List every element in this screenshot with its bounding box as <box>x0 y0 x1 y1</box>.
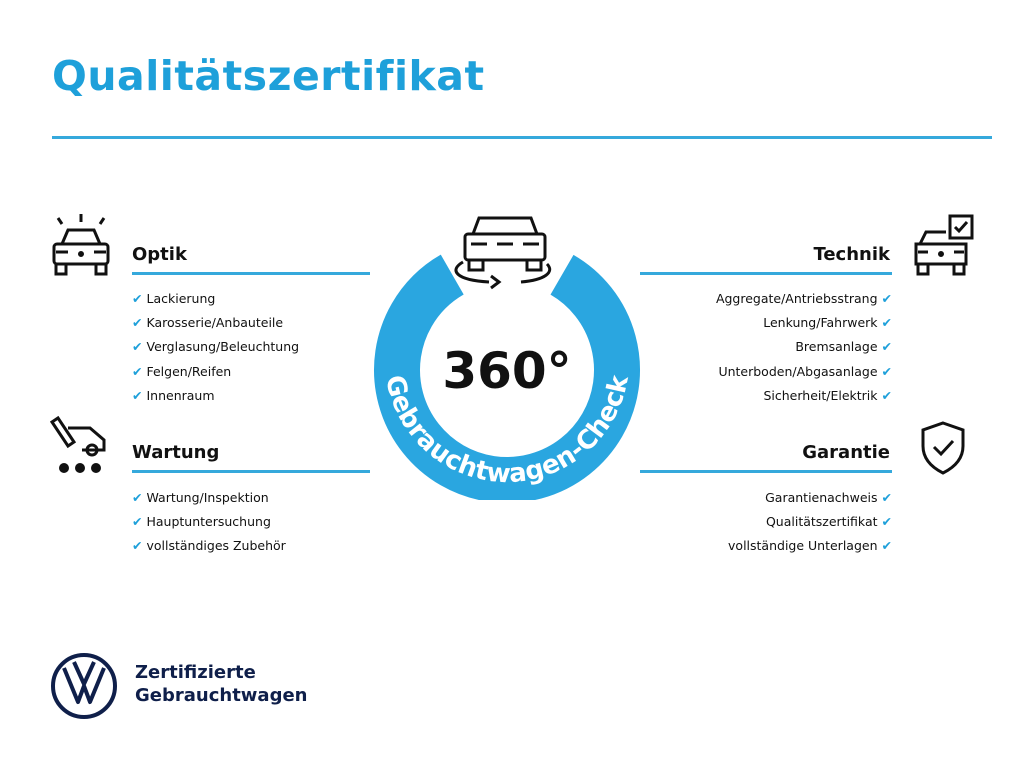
check-icon: ✔ <box>881 363 892 379</box>
section-title-technik: Technik <box>813 244 890 265</box>
check-icon: ✔ <box>132 538 143 554</box>
check-icon: ✔ <box>132 363 143 379</box>
check-icon: ✔ <box>881 291 892 306</box>
list-item: ✔ Felgen/Reifen <box>132 363 232 379</box>
list-item: Qualitätszertifikat ✔ <box>765 514 892 530</box>
list-item: Unterboden/Abgasanlage ✔ <box>718 363 892 379</box>
list-item: ✔ vollständiges Zubehör <box>132 538 286 554</box>
list-item: ✔ Wartung/Inspektion <box>132 490 269 505</box>
check-icon: ✔ <box>132 490 143 505</box>
badge-ring <box>374 237 640 500</box>
section-title-optik: Optik <box>132 244 187 265</box>
technik-list: Aggregate/Antriebsstrang ✔ Lenkung/Fahrwe… <box>716 287 892 408</box>
check-icon: ✔ <box>881 387 892 403</box>
list-item: Sicherheit/Elektrik ✔ <box>763 387 892 403</box>
check-icon: ✔ <box>132 339 143 355</box>
list-item: vollständige Unterlagen ✔ <box>728 538 892 554</box>
check-icon: ✔ <box>132 387 143 403</box>
list-item: ✔ Hauptuntersuchung <box>132 514 271 530</box>
check-icon: ✔ <box>881 514 892 530</box>
car-checklist-icon <box>914 214 974 276</box>
wartung-list: ✔ Wartung/Inspektion ✔ Hauptuntersuchung ✔… <box>132 486 286 559</box>
section-title-wartung: Wartung <box>132 442 220 463</box>
garantie-list: Garantienachweis ✔ Qualitätszertifikat ✔ v… <box>728 486 892 559</box>
check-icon: ✔ <box>881 538 892 554</box>
page-title: Qualitätszertifikat <box>52 52 485 100</box>
list-item: ✔ Lackierung <box>132 291 216 306</box>
vw-logo <box>51 653 117 719</box>
optik-list: ✔ Lackierung ✔ Karosserie/Anbauteile ✔ Verg… <box>132 287 299 408</box>
divider <box>132 272 370 275</box>
divider <box>640 272 892 275</box>
check-icon: ✔ <box>132 291 143 306</box>
check-icon: ✔ <box>132 514 143 530</box>
check-icon: ✔ <box>881 490 892 505</box>
divider <box>132 470 370 473</box>
list-item: ✔ Innenraum <box>132 387 215 403</box>
shield-check-icon <box>921 421 965 475</box>
car-service-icon <box>49 415 106 473</box>
list-item: ✔ Karosserie/Anbauteile <box>132 315 284 331</box>
list-item: ✔ Verglasung/Beleuchtung <box>132 339 300 355</box>
check-icon: ✔ <box>881 315 892 331</box>
list-item: Lenkung/Fahrwerk ✔ <box>763 315 892 331</box>
check-icon: ✔ <box>881 339 892 355</box>
360-label: 360° <box>442 342 571 400</box>
divider <box>52 136 992 139</box>
check-icon: ✔ <box>132 315 143 331</box>
list-item: Aggregate/Antriebsstrang ✔ <box>715 291 892 306</box>
divider <box>640 470 892 473</box>
car-rotate-icon <box>454 216 552 290</box>
360-check-badge: 360° Gebrauchtwagen-Check <box>374 216 640 500</box>
list-item: Garantienachweis ✔ <box>765 490 892 505</box>
section-title-garantie: Garantie <box>802 442 890 463</box>
list-item: Bremsanlage ✔ <box>795 339 892 355</box>
brand-name: Zertifizierte Gebrauchtwagen <box>135 662 308 706</box>
car-headlights-icon <box>52 214 110 276</box>
